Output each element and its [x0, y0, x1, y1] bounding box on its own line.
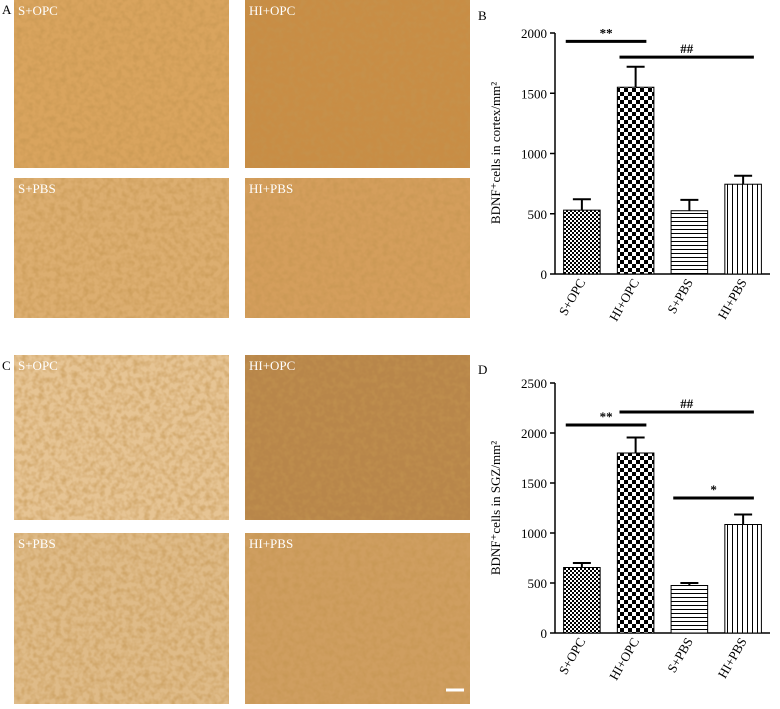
- bar: [563, 567, 601, 634]
- x-tick-label: HI+PBS: [715, 276, 750, 322]
- micrograph-label: HI+OPC: [249, 358, 295, 373]
- micrograph-label: S+OPC: [18, 358, 58, 373]
- y-axis-label: BDNF⁺cells in SGZ/mm²: [488, 441, 503, 575]
- bar: [616, 452, 655, 634]
- bar: [670, 585, 709, 634]
- micrograph-label: S+PBS: [18, 181, 56, 196]
- micrograph-texture: [245, 355, 470, 520]
- y-tick-label: 0: [541, 626, 548, 641]
- micrograph-texture: [245, 0, 470, 168]
- y-tick-label: 1500: [521, 476, 547, 491]
- micrograph-label: S+PBS: [18, 536, 56, 551]
- y-tick-label: 1000: [521, 147, 547, 162]
- x-tick-label: S+PBS: [664, 635, 696, 675]
- panel-label: A: [2, 2, 12, 17]
- y-tick-label: 500: [528, 207, 548, 222]
- y-tick-label: 2000: [521, 26, 547, 41]
- significance-label: **: [600, 25, 613, 40]
- y-axis-label: BDNF⁺cells in cortex/mm²: [488, 82, 503, 224]
- bar: [616, 86, 655, 275]
- y-tick-label: 2500: [521, 376, 547, 391]
- micrograph-label: HI+PBS: [249, 536, 293, 551]
- micrograph-label: S+OPC: [18, 3, 58, 18]
- x-tick-label: HI+PBS: [715, 635, 750, 681]
- micrograph-label: HI+PBS: [249, 181, 293, 196]
- panel-label: C: [2, 358, 11, 373]
- y-tick-label: 1500: [521, 86, 547, 101]
- y-tick-label: 500: [528, 576, 548, 591]
- micrograph-texture: [14, 533, 229, 704]
- y-tick-label: 2000: [521, 426, 547, 441]
- micrographs: S+OPC HI+OPC S+PBS HI+PBS S+OPC HI+OPC S+PBS HI…: [14, 0, 470, 704]
- micrograph-texture: [245, 178, 470, 318]
- bar: [724, 524, 762, 634]
- significance-label: ##: [680, 41, 694, 56]
- significance-label: *: [710, 482, 717, 497]
- x-tick-label: S+OPC: [556, 276, 589, 318]
- significance-label: ##: [680, 396, 694, 411]
- significance-label: **: [600, 409, 613, 424]
- x-tick-label: HI+OPC: [606, 276, 642, 324]
- micrograph-texture: [14, 0, 229, 168]
- x-tick-label: HI+OPC: [606, 635, 642, 683]
- bar: [724, 183, 762, 275]
- micrograph-label: HI+OPC: [249, 3, 295, 18]
- y-tick-label: 1000: [521, 526, 547, 541]
- x-tick-label: S+PBS: [664, 276, 696, 316]
- micrograph-texture: [14, 355, 229, 520]
- bar: [670, 210, 709, 275]
- panel-label: D: [478, 362, 487, 377]
- micrograph-texture: [245, 533, 470, 704]
- bar: [563, 209, 601, 275]
- micrograph-texture: [14, 178, 229, 318]
- panel-label: B: [478, 8, 487, 23]
- x-tick-label: S+OPC: [556, 635, 589, 677]
- y-tick-label: 0: [541, 267, 548, 282]
